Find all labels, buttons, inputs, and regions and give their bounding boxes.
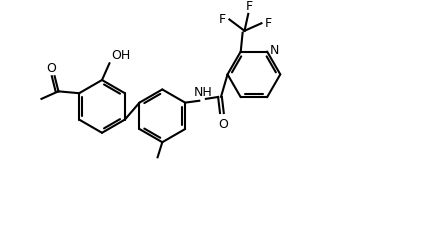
Text: F: F (265, 17, 272, 30)
Text: OH: OH (111, 49, 130, 62)
Text: F: F (246, 0, 253, 13)
Text: F: F (219, 13, 226, 26)
Text: O: O (218, 117, 228, 130)
Text: N: N (270, 44, 280, 57)
Text: NH: NH (194, 86, 213, 99)
Text: O: O (46, 62, 56, 75)
